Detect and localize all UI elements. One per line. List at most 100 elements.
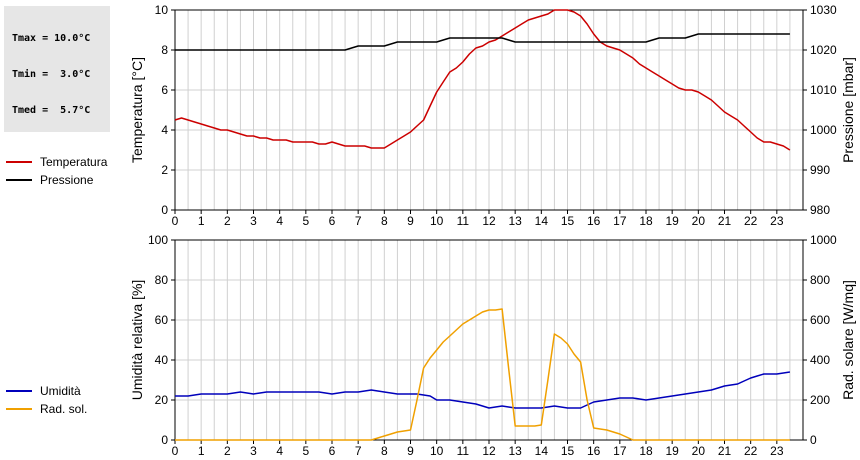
y2-tick-label: 200 bbox=[810, 393, 830, 407]
legend-bottom: Umidità Rad. sol. bbox=[6, 382, 87, 418]
tmax-text: Tmax = 10.0°C bbox=[12, 33, 91, 44]
legend-item-pressione: Pressione bbox=[6, 171, 107, 189]
x-tick-label: 23 bbox=[770, 444, 784, 458]
y2-axis-label: Pressione [mbar] bbox=[840, 57, 856, 163]
y-tick-label: 10 bbox=[155, 3, 169, 17]
y-tick-label: 0 bbox=[161, 203, 168, 217]
y-tick-label: 80 bbox=[155, 273, 169, 287]
tmed-text: Tmed = 5.7°C bbox=[12, 105, 91, 116]
series-line-pressione bbox=[175, 33, 790, 51]
x-tick-label: 7 bbox=[355, 444, 362, 458]
x-tick-label: 1 bbox=[198, 214, 205, 228]
x-tick-label: 16 bbox=[587, 444, 601, 458]
x-tick-label: 8 bbox=[381, 214, 388, 228]
x-tick-label: 20 bbox=[692, 444, 706, 458]
x-tick-label: 19 bbox=[665, 214, 679, 228]
x-tick-label: 14 bbox=[535, 444, 549, 458]
stats-box: Tmax = 10.0°C Tmin = 3.0°C Tmed = 5.7°C bbox=[4, 6, 110, 132]
x-tick-label: 2 bbox=[224, 444, 231, 458]
y2-tick-label: 980 bbox=[810, 203, 830, 217]
y-tick-label: 2 bbox=[161, 163, 168, 177]
x-tick-label: 3 bbox=[250, 214, 257, 228]
x-tick-label: 22 bbox=[744, 444, 758, 458]
x-tick-label: 8 bbox=[381, 444, 388, 458]
x-tick-label: 20 bbox=[692, 214, 706, 228]
y-tick-label: 4 bbox=[161, 123, 168, 137]
x-tick-label: 23 bbox=[770, 214, 784, 228]
x-tick-label: 1 bbox=[198, 444, 205, 458]
y-tick-label: 100 bbox=[148, 233, 168, 247]
x-tick-label: 11 bbox=[457, 444, 470, 458]
x-tick-label: 15 bbox=[561, 444, 575, 458]
y2-tick-label: 1010 bbox=[810, 83, 837, 97]
chart-panel-2: 0 1 2 3 4 5 6 7 8 9 10 11 12 13 14 15 16 17 18 19 20 21 22 2302… bbox=[129, 233, 856, 458]
legend-item-rad-sol: Rad. sol. bbox=[6, 400, 87, 418]
x-tick-label: 21 bbox=[718, 444, 732, 458]
y2-tick-label: 1030 bbox=[810, 3, 837, 17]
x-tick-label: 13 bbox=[508, 214, 522, 228]
series-line-rad-sol bbox=[175, 308, 790, 441]
x-tick-label: 21 bbox=[718, 214, 732, 228]
x-tick-label: 11 bbox=[457, 214, 470, 228]
series-line-umidit bbox=[175, 371, 791, 409]
x-tick-label: 18 bbox=[639, 444, 653, 458]
x-tick-label: 5 bbox=[302, 214, 309, 228]
y-axis-label: Temperatura [°C] bbox=[129, 57, 145, 163]
y2-tick-label: 1000 bbox=[810, 233, 837, 247]
y-tick-label: 60 bbox=[155, 313, 169, 327]
x-tick-label: 0 bbox=[172, 444, 179, 458]
y2-tick-label: 1020 bbox=[810, 43, 837, 57]
x-tick-label: 17 bbox=[613, 214, 627, 228]
y2-tick-label: 800 bbox=[810, 273, 830, 287]
chart-panel-1: 0 1 2 3 4 5 6 7 8 9 10 11 12 13 14 15 16 17 18 19 20 21 22 2302… bbox=[129, 3, 856, 228]
legend-label-temperatura: Temperatura bbox=[40, 155, 108, 169]
x-tick-label: 9 bbox=[407, 444, 414, 458]
y2-axis-label: Rad. solare [W/mq] bbox=[840, 280, 856, 400]
x-tick-label: 4 bbox=[276, 214, 283, 228]
x-tick-label: 6 bbox=[329, 214, 336, 228]
legend-top: Temperatura Pressione bbox=[6, 153, 107, 189]
x-tick-label: 9 bbox=[407, 214, 414, 228]
y-tick-label: 20 bbox=[155, 393, 169, 407]
x-tick-label: 22 bbox=[744, 214, 758, 228]
legend-swatch-umidita bbox=[6, 390, 32, 392]
y2-tick-label: 990 bbox=[810, 163, 830, 177]
y-tick-label: 8 bbox=[161, 43, 168, 57]
x-tick-label: 4 bbox=[276, 444, 283, 458]
x-tick-label: 17 bbox=[613, 444, 627, 458]
x-tick-label: 2 bbox=[224, 214, 231, 228]
x-tick-label: 15 bbox=[561, 214, 575, 228]
x-tick-label: 14 bbox=[535, 214, 549, 228]
x-tick-label: 5 bbox=[302, 444, 309, 458]
legend-swatch-pressione bbox=[6, 179, 32, 181]
legend-swatch-rad-sol bbox=[6, 408, 32, 410]
x-tick-label: 12 bbox=[482, 444, 496, 458]
x-tick-label: 16 bbox=[587, 214, 601, 228]
x-tick-label: 12 bbox=[482, 214, 496, 228]
series-line-temperatura bbox=[174, 9, 791, 151]
x-tick-label: 7 bbox=[355, 214, 362, 228]
x-tick-label: 10 bbox=[430, 214, 444, 228]
x-tick-label: 19 bbox=[665, 444, 679, 458]
y-tick-label: 40 bbox=[155, 353, 169, 367]
y-tick-label: 6 bbox=[161, 83, 168, 97]
x-tick-label: 6 bbox=[329, 444, 336, 458]
y-tick-label: 0 bbox=[161, 433, 168, 447]
y2-tick-label: 600 bbox=[810, 313, 830, 327]
legend-label-rad-sol: Rad. sol. bbox=[40, 402, 88, 416]
y2-tick-label: 1000 bbox=[810, 123, 837, 137]
tmin-text: Tmin = 3.0°C bbox=[12, 69, 91, 80]
legend-swatch-temperatura bbox=[6, 161, 32, 163]
x-tick-label: 13 bbox=[508, 444, 522, 458]
legend-item-temperatura: Temperatura bbox=[6, 153, 107, 171]
x-tick-label: 18 bbox=[639, 214, 653, 228]
legend-label-pressione: Pressione bbox=[40, 173, 94, 187]
y2-tick-label: 0 bbox=[810, 433, 817, 447]
y2-tick-label: 400 bbox=[810, 353, 830, 367]
x-tick-label: 10 bbox=[430, 444, 444, 458]
x-tick-label: 3 bbox=[250, 444, 257, 458]
x-tick-label: 0 bbox=[172, 214, 179, 228]
y-axis-label: Umidità relativa [%] bbox=[129, 280, 145, 401]
legend-label-umidita: Umidità bbox=[40, 384, 81, 398]
